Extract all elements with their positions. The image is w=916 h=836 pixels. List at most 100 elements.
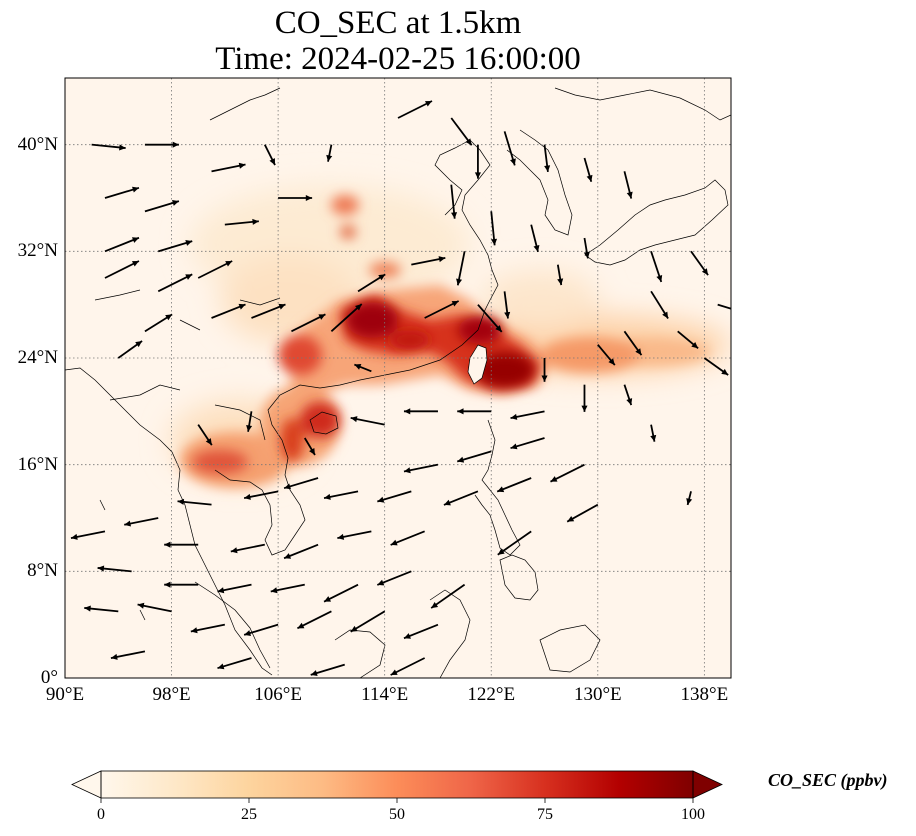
wind-arrow [278,194,313,202]
wind-arrow [246,411,253,432]
lat-tick-label: 16°N [17,453,58,475]
wind-arrow [190,623,226,634]
wind-arrow [457,408,492,415]
wind-arrow [650,251,663,283]
wind-arrow [456,450,492,463]
wind-arrow [144,200,180,213]
wind-arrow [323,583,359,603]
wind-arrow [690,250,709,276]
wind-arrow [144,141,179,148]
wind-arrow [450,117,473,146]
colorbar-gradient [101,771,693,798]
colorbar [71,770,723,803]
lat-tick-label: 32°N [17,240,58,262]
wind-arrow [326,144,333,162]
wind-arrow [377,490,412,503]
wind-arrow [354,363,372,373]
colorbar-tick-label: 50 [389,806,405,823]
colorbar-tick-label: 75 [537,806,553,823]
wind-arrow [490,211,498,246]
wind-arrow [403,408,438,415]
wind-arrow [623,171,633,199]
wind-arrow [270,583,305,594]
lon-tick-label: 138°E [680,684,729,705]
colorbar-tick-label: 100 [681,806,705,823]
lon-tick-label: 130°E [573,684,622,705]
wind-arrow [686,491,693,506]
wind-arrow [104,236,140,253]
wind-arrow [566,503,599,523]
wind-arrow [243,623,279,636]
wind-arrow [323,490,359,500]
map-time: Time: 2024-02-25 16:00:00 [215,41,581,77]
wind-arrow [623,330,643,356]
colorbar-label: CO_SEC (ppbv) [768,770,888,790]
map-title: CO_SEC at 1.5km [274,5,522,41]
wind-arrow [291,313,326,333]
colorbar-extend-max [692,770,723,799]
wind-arrow [177,498,212,506]
wind-arrow [503,131,516,166]
wind-arrow [197,260,233,279]
wind-arrow [510,410,545,420]
colorbar-extend-min [71,770,102,799]
wind-arrow [497,530,532,556]
wind-arrow [583,237,590,259]
lon-tick-label: 98°E [152,684,191,705]
wind-arrow [197,424,213,446]
wind-arrow [137,602,172,613]
wind-arrow [496,477,532,493]
wind-arrow [477,304,503,333]
wind-arrow [443,490,479,506]
wind-arrow [104,260,140,279]
wind-arrow [430,583,466,609]
wind-arrow [411,256,446,266]
wind-arrow [330,303,363,333]
wind-arrow [424,300,460,319]
wind-arrow [650,290,669,320]
wind-arrow [224,218,259,226]
wind-arrow [350,416,385,426]
wind-arrow [403,623,439,640]
lat-tick-label: 8°N [27,560,58,582]
map-frame [64,77,732,679]
wind-arrow [581,384,588,412]
wind-arrow [217,657,252,670]
wind-arrow [243,490,279,500]
wind-arrow [530,224,540,253]
wind-arrow [650,424,657,442]
wind-arrow [84,605,119,613]
wind-arrow [263,144,276,166]
wind-arrow [157,240,193,253]
wind-arrow [556,264,564,286]
lon-tick-label: 106°E [254,684,302,705]
wind-arrow [450,184,458,219]
wind-arrow [217,583,252,594]
lon-tick-label: 90°E [45,684,85,705]
wind-arrow [164,541,199,548]
wind-arrow [296,610,332,630]
wind-arrow [157,273,193,293]
wind-arrow [97,565,132,573]
wind-arrow [376,570,412,586]
wind-vectors [70,100,731,676]
wind-arrow [110,650,146,660]
wind-arrow [350,610,386,633]
wind-arrow [211,162,246,173]
wind-arrow [703,357,729,376]
wind-arrow [397,100,433,119]
wind-arrow [124,517,159,527]
lon-tick-label: 114°E [361,684,409,705]
wind-arrow [403,463,439,474]
wind-arrow [550,463,585,483]
colorbar-tick-label: 25 [241,806,257,823]
wind-arrow [677,330,699,350]
wind-arrow [144,313,173,333]
wind-arrow [283,477,319,490]
wind-arrow [357,273,386,293]
wind-arrow [104,186,140,199]
wind-arrow [283,543,319,560]
wind-arrow [503,291,511,319]
wind-arrow [474,144,481,179]
